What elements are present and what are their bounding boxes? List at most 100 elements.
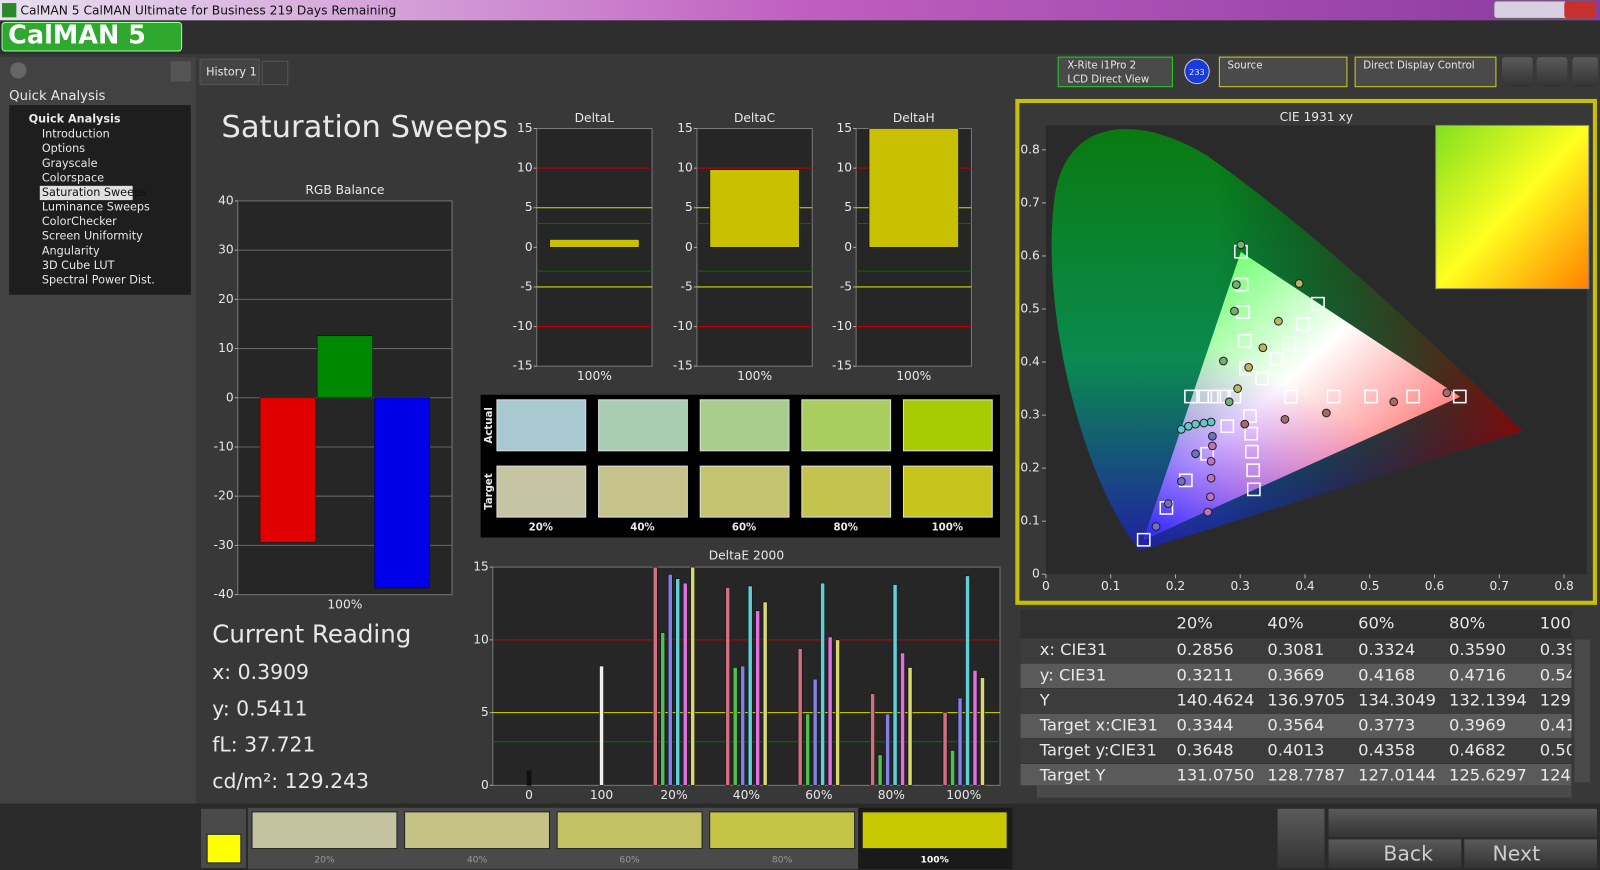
target-marker: [1364, 389, 1378, 404]
chart-title: DeltaH: [893, 111, 935, 125]
y-tick-label: -5: [520, 279, 532, 293]
tree-root[interactable]: Quick Analysis: [29, 112, 121, 125]
table-cell: 129: [1540, 690, 1571, 709]
actual-marker: [1258, 343, 1268, 353]
collapse-button[interactable]: [170, 61, 191, 82]
transport-controls[interactable]: [1328, 808, 1597, 838]
actual-marker: [1151, 522, 1161, 531]
table-cell: 0.3344: [1177, 715, 1234, 734]
row-label: y: CIE31: [1040, 665, 1106, 684]
cie-frame: [1015, 98, 1597, 605]
bar: [885, 713, 890, 786]
table-cell: 136.9705: [1267, 690, 1345, 709]
reading-lines: x: 0.3909 y: 0.5411 fL: 37.721 cd/m²: 129.2…: [212, 660, 369, 793]
back-button[interactable]: [1328, 839, 1462, 868]
column-label: 40%: [630, 522, 654, 533]
logo-button[interactable]: [1, 21, 183, 52]
next-label[interactable]: Next: [1493, 842, 1541, 866]
settings-button[interactable]: [1502, 57, 1533, 87]
tab-label[interactable]: History 1: [206, 65, 257, 78]
x-tick-label: 100%: [737, 369, 772, 383]
tree-item[interactable]: 3D Cube LUT: [42, 259, 115, 272]
target-swatch: [496, 465, 587, 518]
badge-label: 233: [1189, 67, 1205, 77]
actual-marker: [1240, 419, 1250, 429]
actual-marker: [1206, 417, 1216, 427]
table-hscrollbar[interactable]: [1036, 785, 1572, 798]
y-tick-label: 10: [836, 161, 852, 175]
actual-marker: [1199, 418, 1209, 428]
next-button[interactable]: [1464, 839, 1597, 868]
column-label: 20%: [529, 522, 553, 533]
source-selector[interactable]: [1218, 56, 1348, 88]
tab[interactable]: [199, 58, 260, 86]
target-marker: [1283, 389, 1298, 404]
tree-item[interactable]: Introduction: [42, 128, 110, 141]
y-tick-label: 15: [473, 560, 489, 574]
panel-toggle[interactable]: [1572, 57, 1598, 87]
close-button[interactable]: [1564, 1, 1596, 19]
display-selector[interactable]: [1354, 56, 1497, 88]
y-tick-label: 40: [218, 193, 234, 207]
actual-marker: [1244, 362, 1254, 372]
actual-swatch: [496, 399, 587, 452]
tree-item[interactable]: ColorChecker: [42, 215, 117, 228]
bar: [755, 610, 761, 786]
table-row: [1020, 663, 1572, 689]
help-button[interactable]: [1536, 57, 1568, 87]
x-tick-label: 0: [525, 788, 533, 802]
y-tick-label: 0: [685, 240, 693, 254]
actual-marker: [1191, 419, 1200, 429]
y-tick-label: 0: [481, 778, 489, 792]
table-cell: 0.4168: [1358, 665, 1415, 684]
target-marker: [1244, 444, 1259, 459]
target-swatch: [902, 465, 993, 518]
x-tick-label: 0.3: [1230, 579, 1249, 593]
chart-title: DeltaC: [734, 111, 775, 125]
reading-line: x: 0.3909: [212, 660, 309, 684]
tree-item[interactable]: Luminance Sweeps: [42, 201, 150, 214]
tree-item[interactable]: Options: [42, 142, 85, 155]
strip-label: 20%: [314, 854, 335, 865]
meter-badge[interactable]: [1184, 58, 1210, 85]
table-cell: 0.3648: [1177, 741, 1234, 760]
table-header: 40%: [1267, 614, 1303, 633]
y-tick-label: 0.6: [1020, 248, 1040, 262]
x-tick-label: 40%: [733, 788, 760, 802]
actual-marker: [1224, 397, 1234, 407]
actual-marker: [1206, 473, 1216, 483]
tree-item[interactable]: Colorspace: [42, 171, 104, 184]
tree-item[interactable]: Angularity: [42, 244, 100, 257]
tree-item[interactable]: Spectral Power Dist.: [42, 273, 155, 286]
strip-swatch: [404, 811, 550, 850]
sidebar-icon[interactable]: [10, 62, 27, 79]
meter-selector[interactable]: [1057, 56, 1173, 88]
row-label: Target y:CIE31: [1039, 741, 1157, 760]
bar: [965, 575, 970, 786]
actual-marker: [1230, 306, 1239, 316]
add-tab[interactable]: [261, 60, 289, 86]
column-label: 100%: [932, 522, 963, 533]
target-marker: [1198, 389, 1213, 404]
back-label[interactable]: Back: [1383, 842, 1433, 866]
actual-marker: [1218, 356, 1228, 366]
table-row: [1020, 763, 1572, 786]
y-tick-label: 10: [677, 161, 693, 175]
bar: [950, 750, 955, 786]
x-tick-label: 20%: [660, 788, 687, 802]
tree-item[interactable]: Saturation Sweeps: [42, 186, 147, 199]
tree-item[interactable]: Grayscale: [42, 157, 98, 170]
row-label: Target x:CIE31: [1039, 715, 1158, 734]
swatch-grid: Actual Target 20% 40% 60% 80% 100%: [484, 399, 993, 533]
y-tick-label: -10: [214, 439, 234, 453]
x-tick-label: 60%: [805, 788, 832, 802]
stop-button[interactable]: [1277, 808, 1325, 868]
x-tick-label: 0.8: [1554, 579, 1573, 593]
y-tick-label: -15: [673, 359, 693, 373]
actual-marker: [1203, 507, 1213, 517]
tree-item[interactable]: Screen Uniformity: [42, 230, 143, 243]
target-swatch: [801, 465, 892, 518]
table-scrollbar[interactable]: [1574, 639, 1590, 783]
table-cell: 0.39: [1540, 640, 1576, 659]
reading-line: y: 0.5411: [212, 696, 307, 720]
